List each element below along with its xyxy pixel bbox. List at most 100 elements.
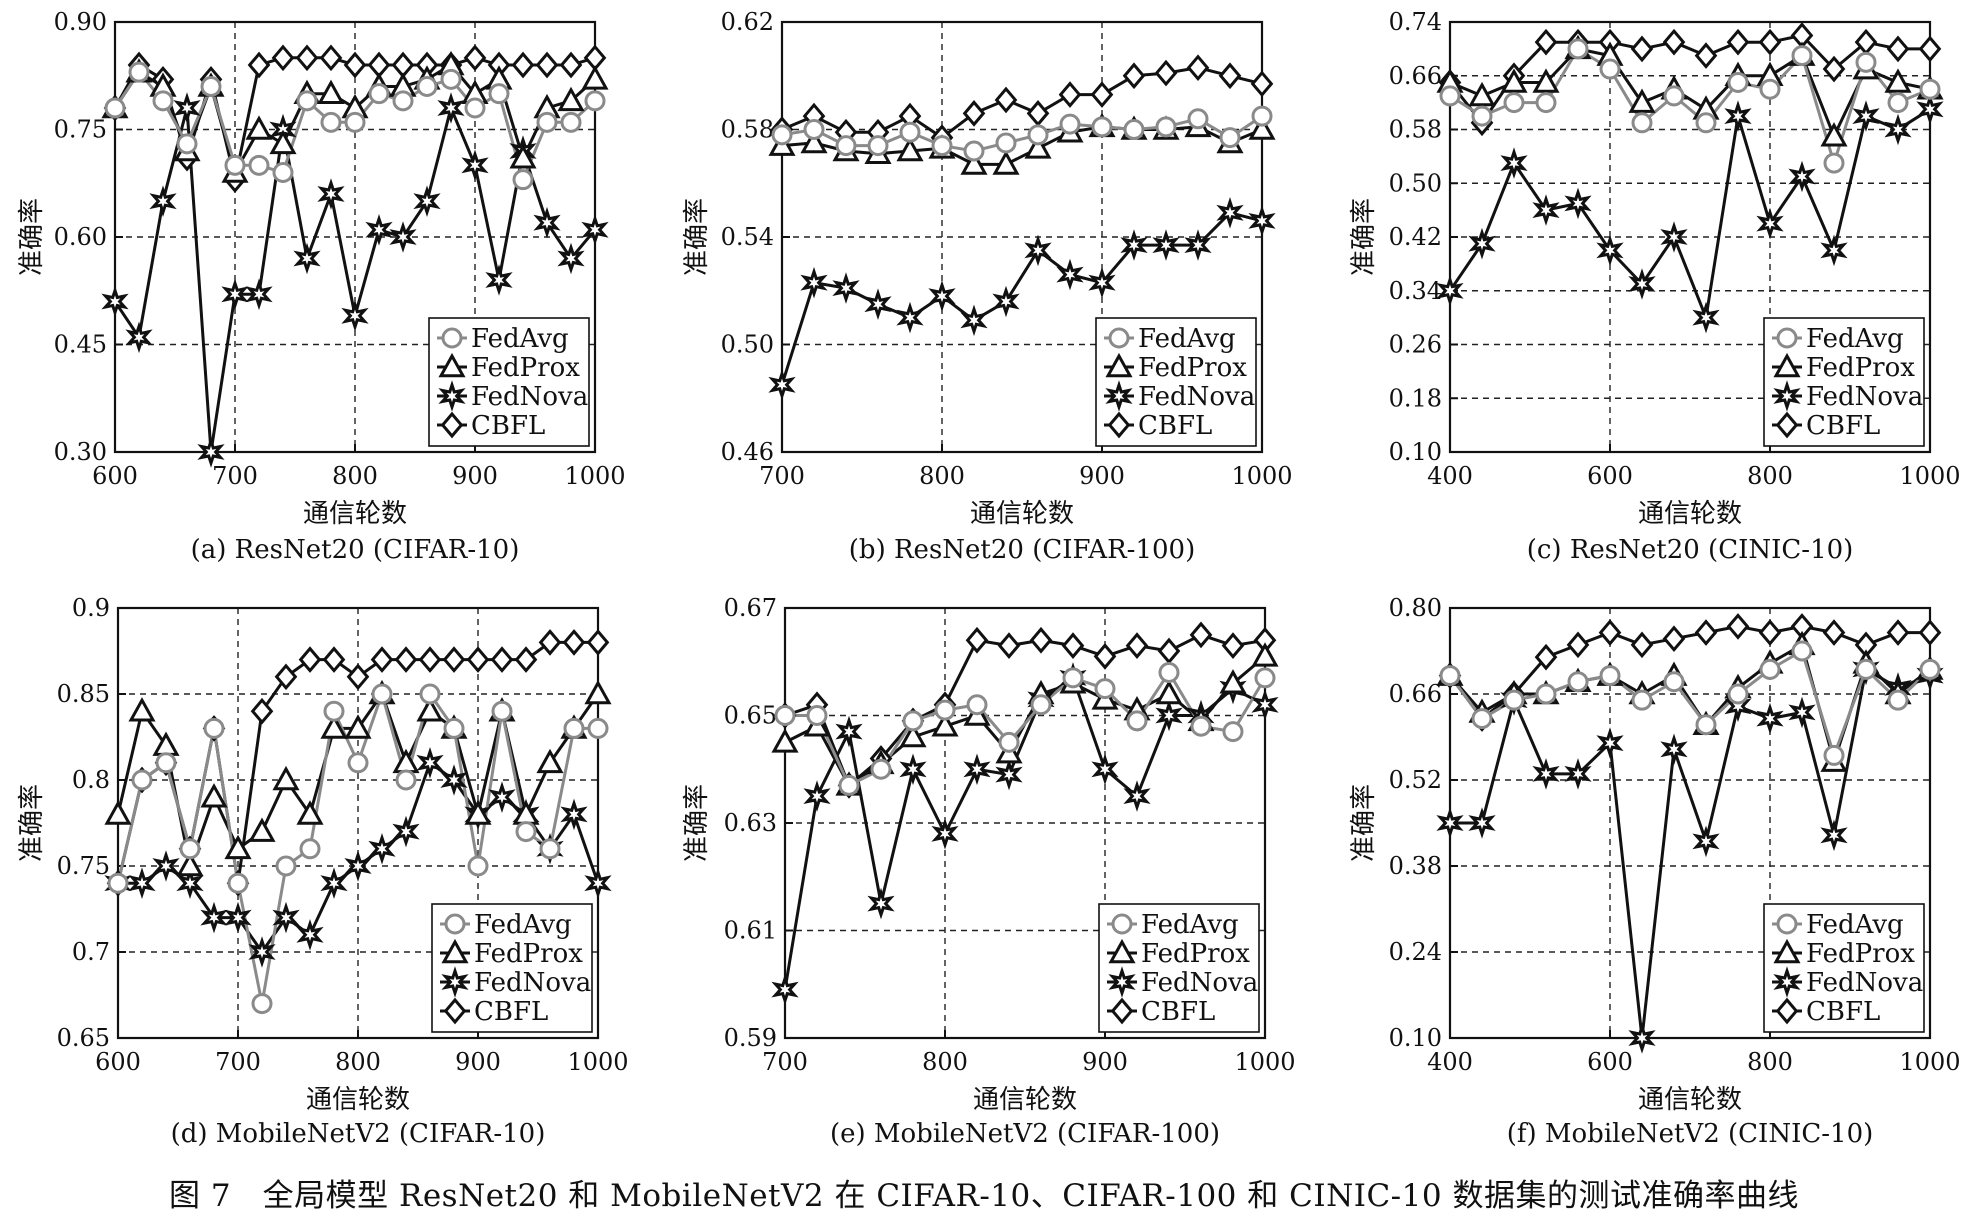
data-point-fednova bbox=[125, 321, 153, 354]
data-point-fednova bbox=[771, 973, 799, 1006]
data-point-fednova bbox=[1436, 275, 1464, 307]
data-point-fednova bbox=[1500, 147, 1528, 179]
data-point-fednova bbox=[1660, 733, 1688, 766]
y-tick-label: 0.66 bbox=[1389, 680, 1442, 708]
data-point-fednova bbox=[1724, 100, 1752, 132]
data-point-fedavg bbox=[838, 774, 860, 796]
data-point-fednova bbox=[1155, 699, 1183, 732]
data-point-fednova bbox=[1596, 727, 1624, 759]
data-point-cbfl bbox=[1029, 626, 1053, 654]
data-point-fedavg bbox=[931, 135, 953, 157]
legend-swatch-fednova bbox=[438, 380, 466, 412]
data-point-fednova bbox=[1596, 234, 1624, 267]
data-point-cbfl bbox=[1218, 62, 1242, 90]
series-line-fedavg bbox=[781, 114, 1263, 153]
x-tick-label: 700 bbox=[215, 1048, 261, 1076]
data-point-fedavg bbox=[995, 132, 1017, 154]
data-point-fedprox bbox=[464, 800, 492, 825]
data-point-fednova bbox=[963, 753, 991, 786]
data-point-fednova bbox=[557, 242, 585, 275]
panel-caption: (a) ResNet20 (CIFAR-10) bbox=[191, 535, 520, 565]
data-point-fedavg bbox=[155, 752, 177, 774]
data-point-fedprox bbox=[200, 783, 228, 808]
data-point-fednova bbox=[867, 887, 895, 920]
data-point-cbfl bbox=[1093, 643, 1117, 670]
y-tick-label: 0.74 bbox=[1389, 8, 1442, 36]
x-tick-label: 800 bbox=[335, 1048, 381, 1076]
y-tick-label: 0.60 bbox=[54, 223, 107, 251]
data-point-fedavg bbox=[1222, 721, 1244, 743]
legend-swatch-fednova bbox=[1105, 380, 1133, 412]
x-tick-label: 600 bbox=[95, 1048, 141, 1076]
x-tick-label: 600 bbox=[1587, 462, 1633, 490]
data-point-fedprox bbox=[269, 129, 297, 155]
x-tick-label: 700 bbox=[762, 1048, 808, 1076]
data-point-fednova bbox=[224, 901, 252, 934]
data-point-cbfl bbox=[965, 626, 989, 654]
data-point-fednova bbox=[152, 850, 180, 882]
data-point-fedprox bbox=[509, 144, 537, 169]
data-point-cbfl bbox=[1061, 632, 1085, 659]
data-point-fedavg bbox=[272, 162, 294, 183]
data-point-fednova bbox=[1532, 194, 1560, 226]
legend-swatch-fedavg bbox=[441, 327, 463, 349]
y-axis-label: 准确率 bbox=[1349, 784, 1379, 862]
legend-swatch-fedprox bbox=[1105, 352, 1133, 378]
data-point-fedprox bbox=[128, 697, 156, 722]
data-point-fednova bbox=[413, 185, 441, 218]
data-point-fedavg bbox=[1887, 689, 1909, 711]
legend-swatch-fednova bbox=[1773, 380, 1801, 412]
x-tick-label: 1000 bbox=[567, 1048, 628, 1076]
data-point-fedavg bbox=[248, 154, 270, 176]
data-point-cbfl bbox=[1186, 54, 1210, 82]
plot-frame bbox=[780, 20, 1264, 454]
data-point-cbfl bbox=[466, 646, 490, 673]
data-point-fednova bbox=[1184, 229, 1212, 261]
data-point-fedavg bbox=[128, 61, 150, 83]
legend-label-fedavg: FedAvg bbox=[1141, 910, 1239, 940]
data-point-fedavg bbox=[587, 717, 609, 739]
data-point-fedavg bbox=[867, 135, 889, 157]
data-point-cbfl bbox=[514, 646, 538, 673]
data-point-fedavg bbox=[1251, 105, 1273, 127]
data-point-fedavg bbox=[1439, 85, 1461, 107]
data-point-fedavg bbox=[1535, 683, 1557, 705]
series-line-fedprox bbox=[1449, 47, 1931, 140]
data-point-fednova bbox=[368, 832, 396, 865]
data-point-cbfl bbox=[1189, 621, 1213, 649]
data-point-fedavg bbox=[1791, 45, 1813, 67]
legend-label-fedavg: FedAvg bbox=[474, 910, 572, 940]
data-point-cbfl bbox=[1221, 632, 1245, 659]
data-point-fednova bbox=[1628, 268, 1656, 300]
x-tick-label: 400 bbox=[1427, 462, 1473, 490]
data-point-fedavg bbox=[1094, 678, 1116, 700]
data-point-cbfl bbox=[1822, 55, 1846, 83]
data-point-cbfl bbox=[394, 646, 418, 673]
series-line-fednova bbox=[1448, 108, 1931, 324]
data-point-fednova bbox=[1788, 696, 1816, 729]
x-tick-label: 900 bbox=[1079, 462, 1125, 490]
x-tick-label: 700 bbox=[212, 462, 258, 490]
legend-label-cbfl: CBFL bbox=[1806, 997, 1880, 1027]
data-point-fedavg bbox=[488, 83, 510, 105]
data-point-cbfl bbox=[298, 646, 322, 673]
data-point-fedprox bbox=[320, 714, 348, 739]
data-point-fednova bbox=[1024, 234, 1052, 267]
data-point-fedavg bbox=[584, 90, 606, 112]
data-point-fedavg bbox=[1190, 715, 1212, 737]
x-tick-label: 400 bbox=[1427, 1048, 1473, 1076]
y-axis-label: 准确率 bbox=[17, 198, 47, 276]
series-line-cbfl bbox=[1448, 33, 1930, 126]
legend-swatch-fedavg bbox=[1776, 327, 1798, 349]
data-point-fedprox bbox=[317, 79, 345, 104]
data-point-fednova bbox=[1123, 780, 1151, 812]
data-point-cbfl bbox=[247, 51, 271, 79]
data-point-fednova bbox=[365, 213, 393, 246]
y-tick-label: 0.10 bbox=[1389, 438, 1442, 466]
y-axis-label: 准确率 bbox=[682, 784, 712, 862]
y-tick-label: 0.58 bbox=[1389, 116, 1442, 144]
data-point-fedavg bbox=[1695, 714, 1717, 736]
data-point-cbfl bbox=[1822, 619, 1846, 646]
chart-panel-a: 0.30 0.45 0.60 0.75 0.90 600 700 800 900 1000 FedA… bbox=[17, 8, 626, 565]
legend-label-fedprox: FedProx bbox=[474, 939, 583, 969]
